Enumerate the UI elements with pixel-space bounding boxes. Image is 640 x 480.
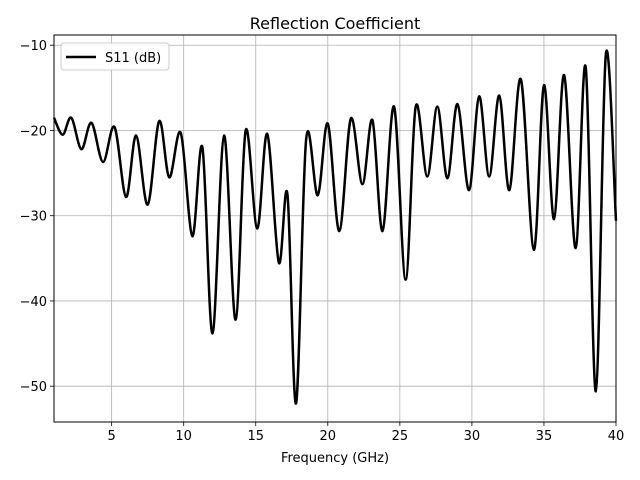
- series-line-s11: [52, 49, 618, 405]
- data-point-0-41: [488, 175, 490, 178]
- data-point-0-6: [113, 126, 116, 128]
- data-point-0-2: [70, 117, 72, 119]
- data-point-0-24: [305, 138, 307, 140]
- y-tick-label-0: −10: [20, 39, 47, 54]
- data-point-0-31: [381, 230, 384, 232]
- data-point-0-44: [520, 78, 522, 80]
- legend-box: [60, 42, 170, 71]
- data-point-0-5: [102, 161, 104, 163]
- data-point-0-10: [158, 120, 160, 122]
- chart-title: Reflection Coefficient: [250, 14, 420, 33]
- data-point-0-37: [446, 177, 448, 179]
- plot-frame: [53, 34, 617, 423]
- data-point-0-47: [553, 218, 555, 220]
- x-tick-label-6: 35: [536, 429, 553, 444]
- data-point-0-14: [201, 146, 204, 149]
- data-point-0-11: [168, 176, 170, 178]
- data-point-0-23: [295, 402, 297, 404]
- x-tick-label-1: 10: [175, 429, 192, 444]
- data-point-0-25: [317, 194, 319, 196]
- data-point-0-36: [436, 106, 438, 108]
- data-point-0-42: [498, 94, 500, 97]
- data-point-0-17: [234, 319, 237, 321]
- data-point-0-39: [468, 189, 470, 191]
- data-point-0-12: [180, 132, 182, 134]
- data-point-0-13: [191, 235, 193, 237]
- x-tick-label-2: 15: [247, 429, 264, 444]
- data-point-0-45: [533, 249, 535, 251]
- data-point-0-29: [361, 183, 363, 185]
- grid: [54, 35, 617, 422]
- data-point-0-33: [405, 279, 407, 281]
- series-layer: [52, 49, 618, 405]
- data-point-0-3: [80, 148, 82, 150]
- x-tick-label-5: 30: [464, 429, 481, 444]
- legend-label: S11 (dB): [105, 51, 161, 66]
- x-axis-ticks: 5 10 15 20 25 30 35 40: [108, 422, 625, 444]
- x-tick-label-4: 25: [392, 429, 409, 444]
- data-point-0-28: [350, 117, 352, 120]
- data-point-0-19: [256, 227, 258, 230]
- data-point-0-51: [595, 390, 597, 392]
- data-point-0-49: [575, 247, 577, 249]
- data-point-0-18: [245, 129, 247, 132]
- data-point-0-16: [223, 134, 225, 137]
- data-point-0-34: [415, 106, 417, 108]
- y-tick-label-3: −40: [20, 295, 47, 310]
- y-axis-ticks: −10 −20 −30 −40 −50: [20, 39, 54, 395]
- data-point-0-52: [605, 53, 607, 55]
- x-tick-label-0: 5: [108, 429, 116, 444]
- y-tick-label-1: −20: [20, 124, 47, 139]
- y-tick-label-4: −50: [20, 380, 47, 395]
- data-point-0-15: [211, 332, 214, 334]
- data-point-0-46: [543, 84, 545, 86]
- data-point-0-32: [393, 106, 395, 108]
- data-point-0-20: [266, 133, 268, 135]
- data-point-0-48: [563, 74, 565, 76]
- legend: S11 (dB): [60, 42, 170, 71]
- x-tick-label-3: 20: [320, 429, 337, 444]
- x-tick-label-7: 40: [608, 429, 625, 444]
- data-point-0-35: [426, 175, 428, 178]
- data-point-0-8: [135, 134, 137, 137]
- data-point-0-9: [147, 204, 149, 206]
- data-point-0-7: [125, 196, 127, 198]
- data-point-0-4: [90, 122, 93, 124]
- data-point-0-50: [585, 66, 587, 68]
- data-point-0-30: [371, 119, 374, 121]
- data-point-0-26: [327, 123, 329, 125]
- data-point-0-1: [62, 134, 64, 136]
- data-point-0-21: [278, 261, 280, 264]
- data-point-0-43: [508, 189, 510, 191]
- data-point-0-40: [478, 95, 480, 97]
- x-axis-label: Frequency (GHz): [281, 451, 389, 466]
- data-point-0-27: [338, 230, 340, 232]
- data-point-0-38: [456, 103, 459, 105]
- y-tick-label-2: −30: [20, 210, 47, 225]
- data-point-0-22: [286, 193, 289, 196]
